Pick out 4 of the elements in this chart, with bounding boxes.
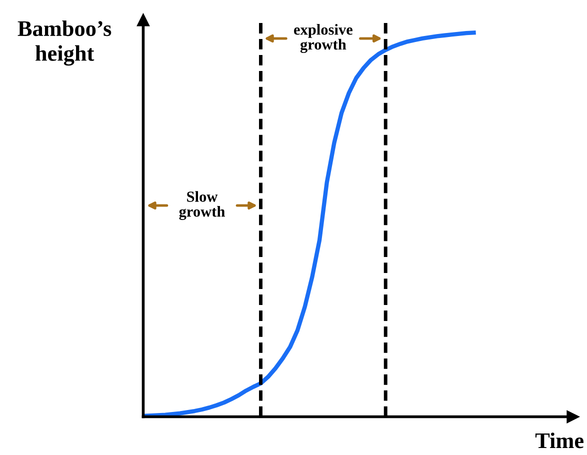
- annotation: explosive growth: [294, 24, 352, 53]
- y-axis-title: Bamboo’s height: [18, 20, 112, 66]
- x-axis-title: Time: [535, 432, 584, 448]
- annotation: Slow growth: [179, 191, 225, 220]
